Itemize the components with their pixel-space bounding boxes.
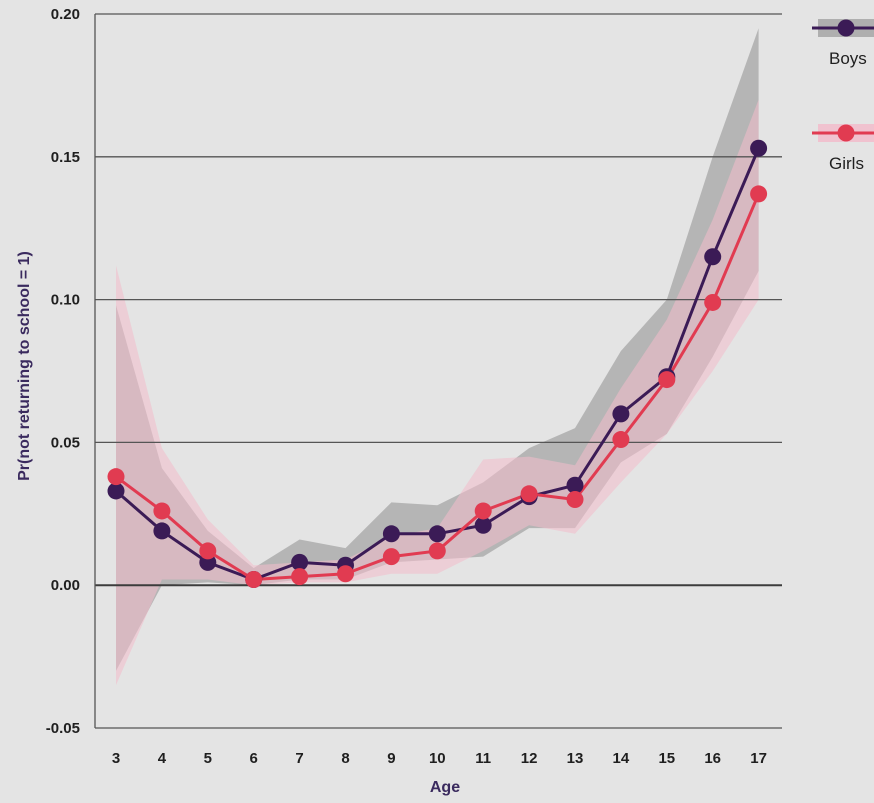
x-tick-label: 14 bbox=[613, 750, 630, 767]
data-point-boys bbox=[474, 516, 492, 534]
data-point-girls bbox=[704, 293, 722, 311]
confidence-band-girls bbox=[116, 99, 759, 686]
data-point-boys bbox=[382, 525, 400, 543]
data-point-girls bbox=[337, 565, 354, 583]
data-point-boys bbox=[750, 139, 768, 157]
data-point-girls bbox=[750, 185, 768, 203]
x-tick-labels: 3 4 5 6 7 8 9 10 11 12 13 14 15 16 17 bbox=[112, 750, 767, 767]
data-point-girls bbox=[291, 568, 309, 586]
y-tick-label: -0.05 bbox=[46, 720, 80, 737]
x-tick-label: 5 bbox=[204, 750, 212, 767]
x-tick-label: 4 bbox=[158, 750, 167, 767]
x-tick-label: 9 bbox=[387, 750, 395, 767]
x-tick-label: 3 bbox=[112, 750, 120, 767]
x-tick-label: 17 bbox=[750, 750, 767, 767]
legend-swatch-marker-girls bbox=[837, 124, 855, 142]
x-tick-label: 12 bbox=[521, 750, 538, 767]
grid-lines bbox=[95, 13, 782, 729]
data-point-boys bbox=[107, 482, 125, 500]
data-point-boys bbox=[612, 405, 630, 423]
data-point-boys bbox=[291, 553, 309, 571]
series-points bbox=[107, 139, 768, 588]
data-point-girls bbox=[566, 491, 584, 509]
data-point-boys bbox=[153, 522, 171, 540]
legend-label-boys: Boys bbox=[829, 49, 867, 68]
data-point-girls bbox=[107, 468, 125, 486]
x-tick-label: 16 bbox=[704, 750, 721, 767]
legend-label-girls: Girls bbox=[829, 154, 864, 173]
x-tick-label: 11 bbox=[475, 750, 491, 767]
data-point-girls bbox=[658, 371, 676, 389]
y-tick-label: 0.00 bbox=[51, 577, 80, 594]
data-point-girls bbox=[474, 502, 492, 520]
y-axis-title: Pr(not returning to school = 1) bbox=[16, 251, 33, 481]
x-tick-label: 6 bbox=[250, 750, 258, 767]
data-point-boys bbox=[704, 248, 722, 266]
data-point-girls bbox=[153, 502, 171, 520]
x-tick-label: 13 bbox=[567, 750, 584, 767]
legend: Boys Girls bbox=[812, 19, 874, 173]
data-point-girls bbox=[382, 548, 400, 566]
x-tick-label: 15 bbox=[658, 750, 675, 767]
x-tick-label: 10 bbox=[429, 750, 446, 767]
y-tick-label: 0.20 bbox=[51, 6, 80, 23]
data-point-girls bbox=[245, 570, 263, 588]
confidence-bands bbox=[116, 28, 759, 686]
data-point-girls bbox=[612, 431, 630, 449]
data-point-boys bbox=[428, 525, 446, 543]
y-tick-label: 0.10 bbox=[51, 292, 80, 309]
data-point-boys bbox=[566, 476, 584, 494]
y-tick-labels: 0.20 0.15 0.10 0.05 0.00 -0.05 bbox=[46, 6, 80, 737]
legend-swatch-marker-boys bbox=[837, 19, 855, 37]
x-tick-label: 8 bbox=[341, 750, 349, 767]
data-point-girls bbox=[520, 485, 538, 503]
x-tick-label: 7 bbox=[295, 750, 303, 767]
data-point-girls bbox=[199, 542, 217, 560]
x-axis-title: Age bbox=[430, 779, 460, 796]
data-point-girls bbox=[428, 542, 446, 560]
y-tick-label: 0.15 bbox=[51, 149, 80, 166]
y-tick-label: 0.05 bbox=[51, 434, 80, 451]
